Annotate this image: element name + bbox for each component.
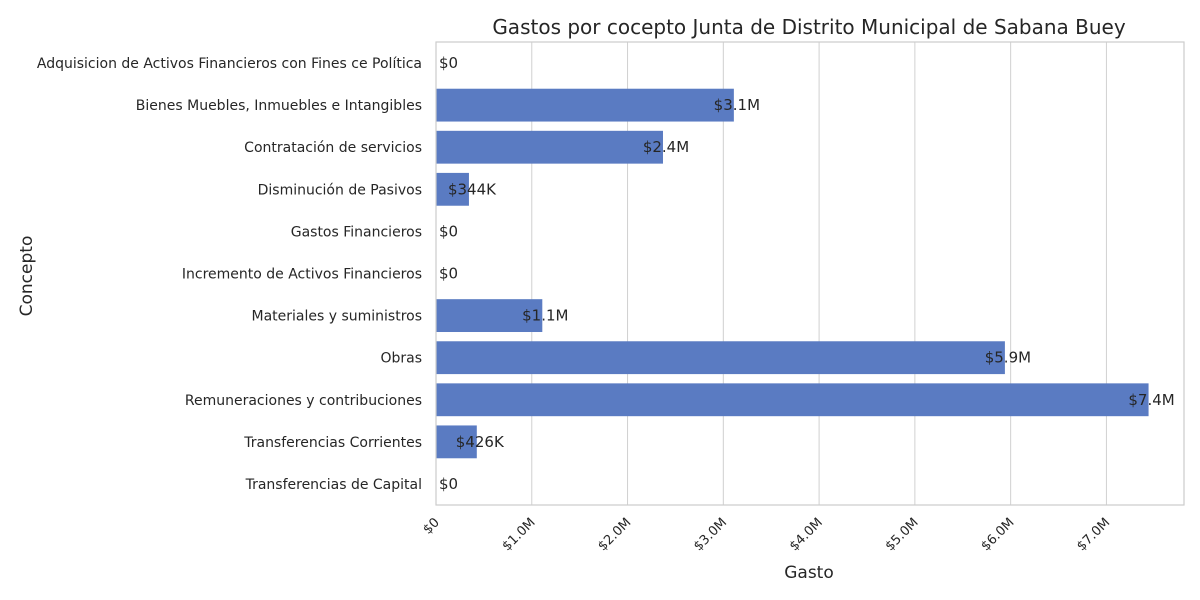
category-label: Contratación de servicios bbox=[244, 140, 422, 156]
data-label: $344K bbox=[448, 180, 497, 198]
x-tick-label: $5.0M bbox=[883, 515, 922, 554]
data-label: $0 bbox=[439, 54, 458, 72]
bar bbox=[436, 299, 543, 333]
y-axis-label: Concepto bbox=[17, 236, 37, 317]
data-label: $5.9M bbox=[985, 349, 1031, 367]
category-label: Transferencias de Capital bbox=[245, 477, 422, 493]
x-tick-label: $3.0M bbox=[691, 515, 730, 554]
data-labels: $0 $3.1M $2.4M $344K $0 $0 $1.1M $5.9M $7.4M $426… bbox=[439, 54, 1175, 493]
bar bbox=[436, 172, 469, 206]
data-label: $0 bbox=[439, 265, 458, 283]
category-label: Obras bbox=[380, 351, 422, 367]
bar bbox=[436, 130, 663, 164]
data-label: $7.4M bbox=[1128, 391, 1174, 409]
category-label: Gastos Financieros bbox=[291, 224, 422, 240]
chart-title: Gastos por cocepto Junta de Distrito Mun… bbox=[492, 15, 1126, 39]
x-tick-label: $0 bbox=[421, 515, 443, 537]
category-label: Incremento de Activos Financieros bbox=[182, 267, 422, 283]
data-label: $1.1M bbox=[522, 307, 568, 325]
data-label: $2.4M bbox=[643, 138, 689, 156]
category-label: Remuneraciones y contribuciones bbox=[185, 393, 422, 409]
category-label: Bienes Muebles, Inmuebles e Intangibles bbox=[136, 98, 422, 114]
x-tick-labels: $0 $1.0M $2.0M $3.0M $4.0M $5.0M $6.0M $7.0M bbox=[421, 515, 1114, 554]
x-axis-label: Gasto bbox=[784, 563, 834, 583]
x-tick-label: $7.0M bbox=[1074, 515, 1113, 554]
bar bbox=[436, 383, 1149, 417]
category-label: Disminución de Pasivos bbox=[258, 182, 422, 198]
data-label: $426K bbox=[456, 433, 505, 451]
data-label: $0 bbox=[439, 222, 458, 240]
x-tick-label: $2.0M bbox=[595, 515, 634, 554]
bars bbox=[436, 88, 1149, 459]
plot-frame bbox=[435, 41, 1185, 506]
x-tick-label: $6.0M bbox=[978, 515, 1017, 554]
x-tick-label: $4.0M bbox=[787, 515, 826, 554]
x-tick-label: $1.0M bbox=[500, 515, 539, 554]
bar bbox=[436, 88, 734, 122]
data-label: $3.1M bbox=[714, 96, 760, 114]
category-label: Materiales y suministros bbox=[251, 309, 422, 325]
category-label: Transferencias Corrientes bbox=[243, 435, 422, 451]
category-labels: Adquisicion de Activos Financieros con F… bbox=[37, 56, 422, 493]
bar bbox=[436, 341, 1005, 375]
category-label: Adquisicion de Activos Financieros con F… bbox=[37, 56, 422, 72]
bar bbox=[436, 425, 477, 459]
data-label: $0 bbox=[439, 475, 458, 493]
